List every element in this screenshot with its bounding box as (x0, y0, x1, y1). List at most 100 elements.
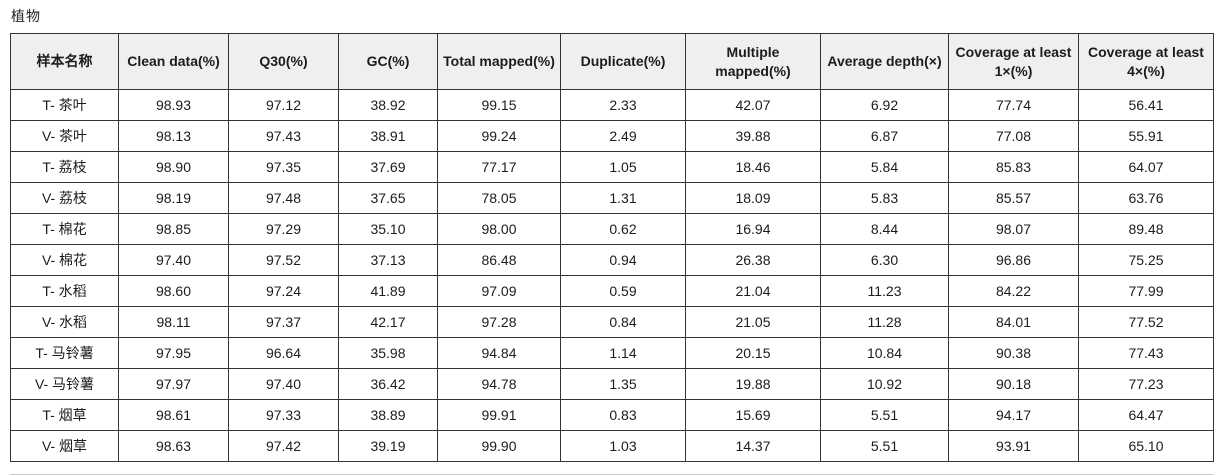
value-cell: 19.88 (685, 368, 821, 400)
value-cell: 98.07 (948, 213, 1079, 245)
value-cell: 84.22 (948, 275, 1079, 307)
value-cell: 0.62 (560, 213, 686, 245)
value-cell: 1.35 (560, 368, 686, 400)
value-cell: 37.13 (338, 244, 438, 276)
value-cell: 96.64 (228, 337, 339, 369)
value-cell: 84.01 (948, 306, 1079, 338)
value-cell: 38.92 (338, 89, 438, 121)
sample-name-cell: T- 马铃薯 (10, 337, 119, 369)
value-cell: 5.84 (820, 151, 949, 183)
sample-name-cell: V- 茶叶 (10, 120, 119, 152)
value-cell: 1.03 (560, 430, 686, 462)
value-cell: 37.69 (338, 151, 438, 183)
value-cell: 94.78 (437, 368, 561, 400)
value-cell: 90.18 (948, 368, 1079, 400)
sample-name-cell: V- 水稻 (10, 306, 119, 338)
value-cell: 98.90 (118, 151, 229, 183)
value-cell: 97.42 (228, 430, 339, 462)
value-cell: 63.76 (1078, 182, 1214, 214)
sample-name-cell: T- 荔枝 (10, 151, 119, 183)
table-row: V- 烟草 98.63 97.42 39.19 99.90 1.03 14.37 5.51 93… (10, 430, 1214, 462)
value-cell: 18.46 (685, 151, 821, 183)
sample-name-cell: T- 棉花 (10, 213, 119, 245)
column-header-9: Coverage at least 4×(%) (1078, 33, 1214, 90)
column-header-3: GC(%) (338, 33, 438, 90)
value-cell: 37.65 (338, 182, 438, 214)
table-row: V- 水稻 98.11 97.37 42.17 97.28 0.84 21.05 11.28 8… (10, 306, 1214, 338)
value-cell: 97.28 (437, 306, 561, 338)
value-cell: 99.90 (437, 430, 561, 462)
value-cell: 55.91 (1078, 120, 1214, 152)
value-cell: 97.40 (118, 244, 229, 276)
value-cell: 86.48 (437, 244, 561, 276)
value-cell: 20.15 (685, 337, 821, 369)
column-header-1: Clean data(%) (118, 33, 229, 90)
value-cell: 16.94 (685, 213, 821, 245)
table-row: T- 棉花 98.85 97.29 35.10 98.00 0.62 16.94 8.44 98… (10, 213, 1214, 245)
value-cell: 77.23 (1078, 368, 1214, 400)
value-cell: 1.14 (560, 337, 686, 369)
value-cell: 77.74 (948, 89, 1079, 121)
column-header-0: 样本名称 (10, 33, 119, 90)
value-cell: 0.59 (560, 275, 686, 307)
value-cell: 94.17 (948, 399, 1079, 431)
value-cell: 56.41 (1078, 89, 1214, 121)
value-cell: 2.49 (560, 120, 686, 152)
column-header-2: Q30(%) (228, 33, 339, 90)
value-cell: 38.91 (338, 120, 438, 152)
value-cell: 5.51 (820, 430, 949, 462)
value-cell: 97.12 (228, 89, 339, 121)
value-cell: 98.19 (118, 182, 229, 214)
sample-name-cell: V- 烟草 (10, 430, 119, 462)
column-header-8: Coverage at least 1×(%) (948, 33, 1079, 90)
value-cell: 39.19 (338, 430, 438, 462)
value-cell: 77.43 (1078, 337, 1214, 369)
value-cell: 89.48 (1078, 213, 1214, 245)
value-cell: 64.07 (1078, 151, 1214, 183)
value-cell: 39.88 (685, 120, 821, 152)
value-cell: 97.37 (228, 306, 339, 338)
results-table: 样本名称 Clean data(%) Q30(%) GC(%) Total mapped… (10, 33, 1214, 462)
value-cell: 35.10 (338, 213, 438, 245)
value-cell: 21.05 (685, 306, 821, 338)
value-cell: 99.91 (437, 399, 561, 431)
value-cell: 85.83 (948, 151, 1079, 183)
value-cell: 5.83 (820, 182, 949, 214)
column-header-7: Average depth(×) (820, 33, 949, 90)
value-cell: 77.52 (1078, 306, 1214, 338)
value-cell: 96.86 (948, 244, 1079, 276)
value-cell: 5.51 (820, 399, 949, 431)
value-cell: 1.31 (560, 182, 686, 214)
column-header-4: Total mapped(%) (437, 33, 561, 90)
value-cell: 11.28 (820, 306, 949, 338)
value-cell: 77.08 (948, 120, 1079, 152)
value-cell: 21.04 (685, 275, 821, 307)
value-cell: 8.44 (820, 213, 949, 245)
value-cell: 99.15 (437, 89, 561, 121)
value-cell: 98.00 (437, 213, 561, 245)
column-header-6: Multiple mapped(%) (685, 33, 821, 90)
value-cell: 98.85 (118, 213, 229, 245)
value-cell: 15.69 (685, 399, 821, 431)
table-row: T- 荔枝 98.90 97.35 37.69 77.17 1.05 18.46 5.84 85… (10, 151, 1214, 183)
value-cell: 65.10 (1078, 430, 1214, 462)
table-row: T- 马铃薯 97.95 96.64 35.98 94.84 1.14 20.15 10.84… (10, 337, 1214, 369)
value-cell: 42.07 (685, 89, 821, 121)
value-cell: 98.13 (118, 120, 229, 152)
value-cell: 77.17 (437, 151, 561, 183)
value-cell: 97.43 (228, 120, 339, 152)
table-row: T- 茶叶 98.93 97.12 38.92 99.15 2.33 42.07 6.92 77… (10, 89, 1214, 121)
value-cell: 1.05 (560, 151, 686, 183)
value-cell: 98.60 (118, 275, 229, 307)
value-cell: 98.93 (118, 89, 229, 121)
value-cell: 2.33 (560, 89, 686, 121)
value-cell: 42.17 (338, 306, 438, 338)
value-cell: 97.35 (228, 151, 339, 183)
value-cell: 75.25 (1078, 244, 1214, 276)
value-cell: 77.99 (1078, 275, 1214, 307)
value-cell: 98.63 (118, 430, 229, 462)
value-cell: 98.11 (118, 306, 229, 338)
value-cell: 85.57 (948, 182, 1079, 214)
sample-name-cell: T- 烟草 (10, 399, 119, 431)
